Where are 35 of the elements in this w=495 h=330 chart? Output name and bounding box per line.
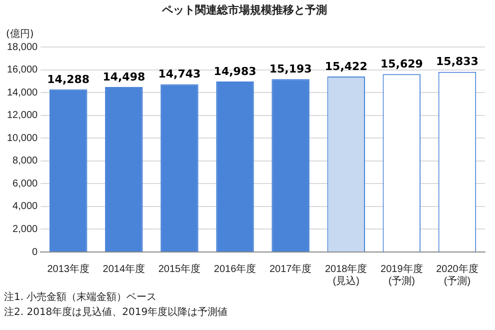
text: 注2. 2018年度は見込値、2019年度以降は予測値 bbox=[4, 306, 229, 320]
x-tick-label: 2018年度 (見込) bbox=[324, 262, 368, 287]
data-label: 14,498 bbox=[102, 70, 146, 84]
data-label: 15,422 bbox=[324, 60, 368, 73]
y-tick-label: 2,000 bbox=[12, 224, 38, 235]
y-tick-label: 16,000 bbox=[6, 64, 38, 76]
y-tick-label: 0 bbox=[32, 246, 38, 258]
y-tick-label: 12,000 bbox=[6, 110, 38, 122]
y-tick-label: 8,000 bbox=[12, 156, 38, 167]
x-tick-label: 2015年度 bbox=[158, 262, 201, 275]
y-tick-label: 14,000 bbox=[6, 87, 38, 98]
data-label: 15,193 bbox=[269, 62, 312, 76]
y-tick-label: 18,000 bbox=[6, 42, 38, 53]
bar bbox=[49, 89, 88, 252]
data-label: 15,833 bbox=[436, 55, 478, 68]
y-tick-label: 10,000 bbox=[6, 132, 38, 144]
y-tick-label: 4,000 bbox=[12, 201, 38, 212]
y-tick-label: 6,000 bbox=[12, 178, 38, 190]
x-tick-label: 2013年度 bbox=[47, 262, 90, 275]
y-axis-title: (億円) bbox=[6, 28, 34, 40]
x-tick-label: 2017年度 bbox=[269, 262, 312, 275]
data-label: 14,288 bbox=[47, 72, 90, 86]
bar bbox=[272, 79, 310, 252]
x-tick-label: 2014年度 bbox=[102, 262, 146, 275]
bar bbox=[160, 84, 198, 252]
bar bbox=[216, 82, 254, 252]
text: 注1. 小売金額（末端金額）ベース bbox=[4, 290, 158, 305]
bar bbox=[105, 87, 143, 252]
x-tick-label: 2016年度 bbox=[214, 262, 256, 275]
chart-title: ペット関連総市場規模推移と予測 bbox=[161, 4, 327, 17]
data-label: 14,743 bbox=[158, 68, 201, 81]
data-label: 15,629 bbox=[380, 58, 423, 71]
x-tick-label: 2020年度 (予測) bbox=[436, 262, 478, 287]
x-tick-label: 2019年度 (予測) bbox=[380, 262, 423, 287]
data-label: 14,983 bbox=[214, 64, 256, 78]
